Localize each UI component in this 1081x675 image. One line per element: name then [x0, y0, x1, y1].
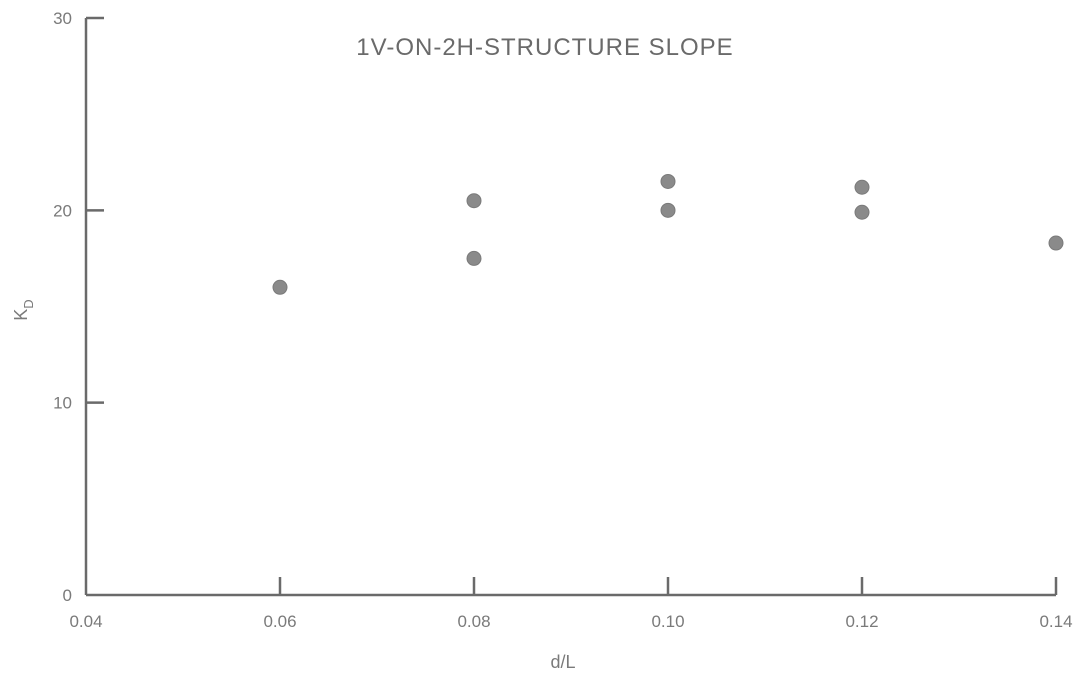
y-axis-label: KD	[11, 299, 36, 320]
data-point	[854, 204, 870, 220]
data-point	[272, 279, 288, 295]
y-axis-label-subscript: D	[21, 299, 36, 308]
y-tick-label: 10	[53, 394, 72, 413]
data-point	[854, 179, 870, 195]
y-tick-label: 20	[53, 201, 72, 220]
x-axis-ticks: 0.04 0.06 0.08 0.10 0.12 0.14	[69, 577, 1073, 631]
x-tick-label: 0.08	[457, 612, 490, 631]
x-tick-label: 0.14	[1039, 612, 1072, 631]
x-tick-label: 0.04	[69, 612, 102, 631]
x-axis-label: d/L	[550, 652, 575, 672]
y-axis-ticks: 0 10 20 30	[53, 9, 104, 605]
data-point	[466, 193, 482, 209]
y-tick-label: 0	[63, 586, 72, 605]
data-point	[466, 250, 482, 266]
x-tick-label: 0.10	[651, 612, 684, 631]
data-point	[660, 173, 676, 189]
data-points	[272, 173, 1064, 295]
x-tick-label: 0.06	[263, 612, 296, 631]
data-point	[660, 202, 676, 218]
x-tick-label: 0.12	[845, 612, 878, 631]
data-point	[1048, 235, 1064, 251]
y-tick-label: 30	[53, 9, 72, 28]
y-axis-label-main: K	[11, 309, 31, 321]
chart-title: 1V-ON-2H-STRUCTURE SLOPE	[356, 34, 733, 61]
